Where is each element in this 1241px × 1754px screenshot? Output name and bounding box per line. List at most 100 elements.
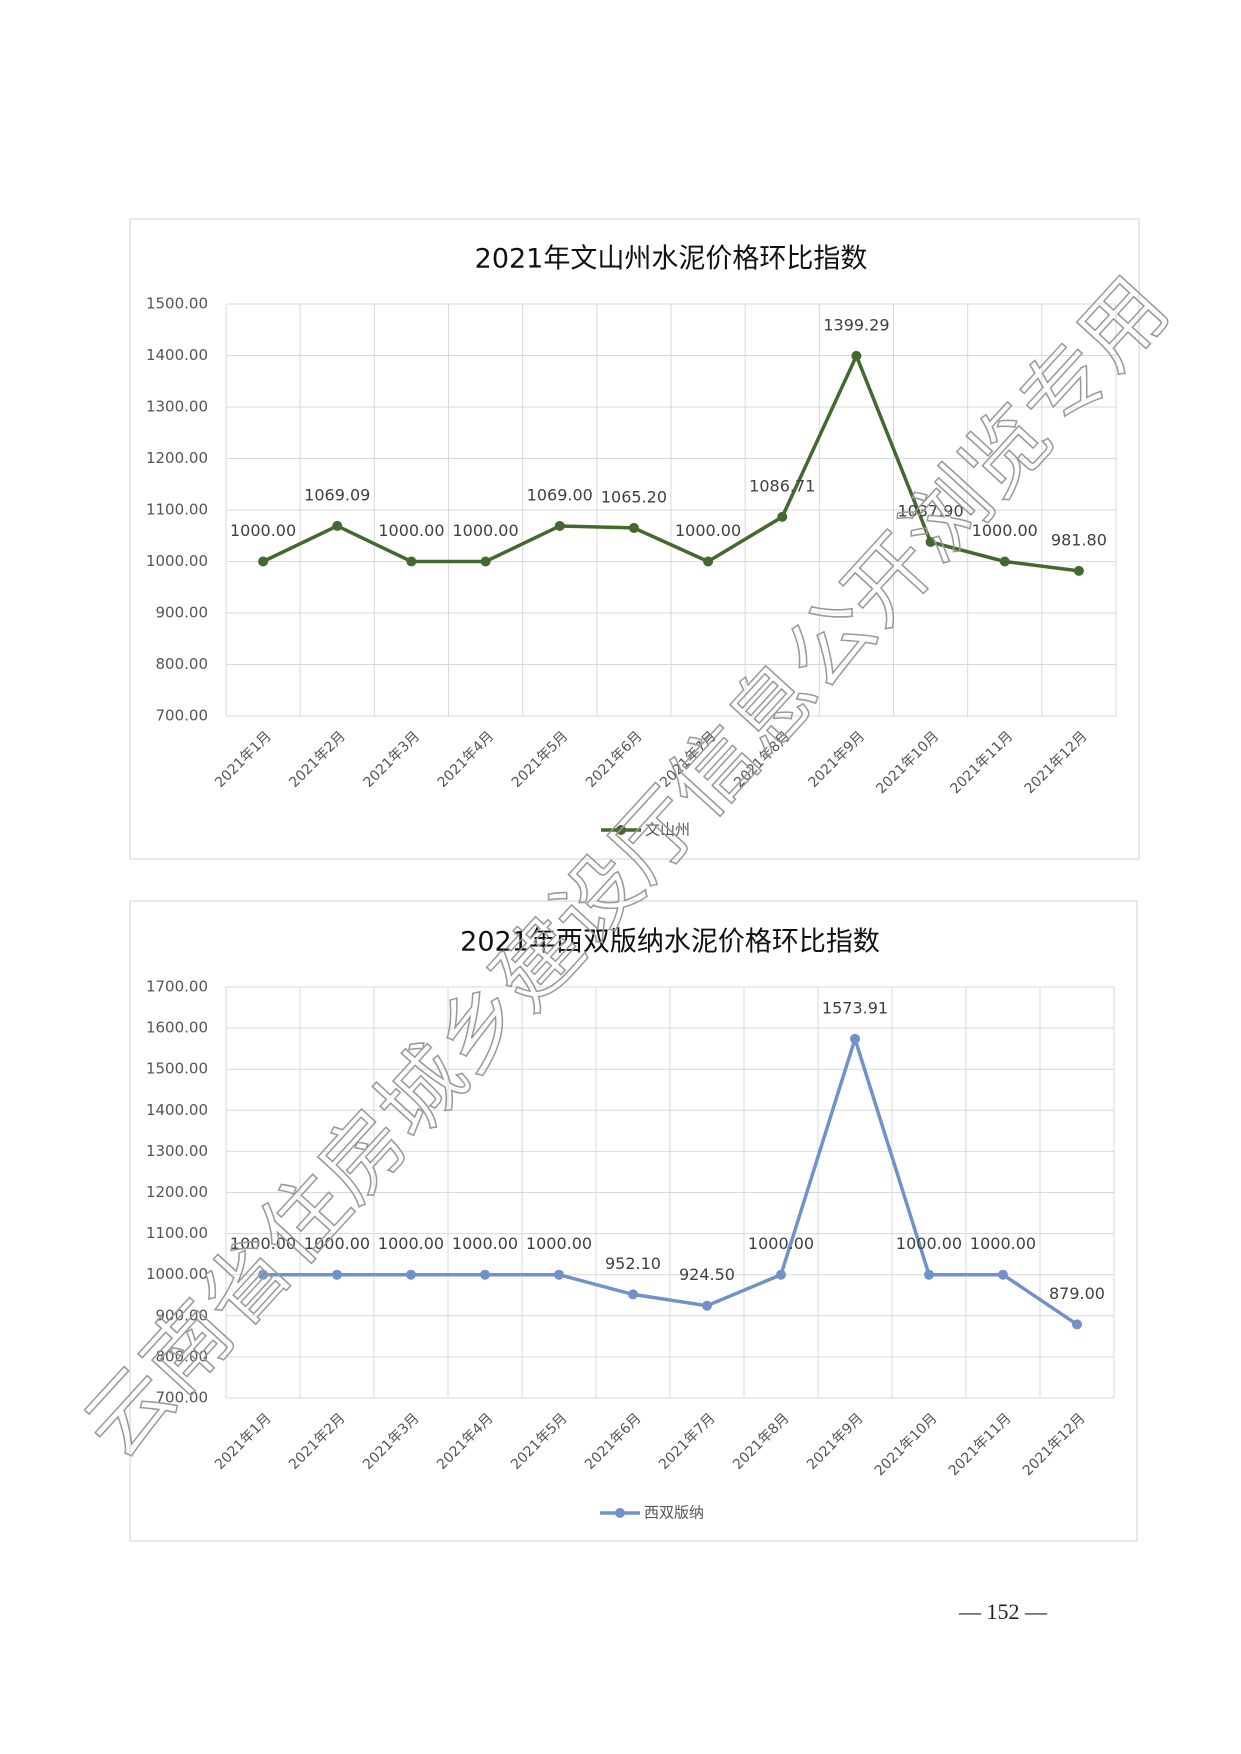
point	[258, 556, 269, 567]
data-label: 1000.00	[378, 521, 444, 540]
data-label: 981.80	[1051, 530, 1107, 549]
x-tick-label: 2021年6月	[583, 728, 646, 791]
point	[258, 1269, 268, 1280]
chart-title: 2021年文山州水泥价格环比指数	[475, 244, 868, 275]
data-label: 1000.00	[526, 1234, 592, 1253]
data-label: 1399.29	[823, 315, 889, 334]
data-label: 1000.00	[304, 1234, 370, 1253]
point	[998, 1269, 1008, 1280]
y-tick-label: 800.00	[156, 1347, 209, 1365]
data-label: 879.00	[1049, 1284, 1105, 1303]
x-tick-label: 2021年7月	[656, 1410, 719, 1473]
chart-frame	[129, 900, 1138, 1542]
y-tick-label: 1500.00	[146, 1060, 208, 1078]
line	[263, 1032, 1078, 1326]
y-tick-label: 1200.00	[146, 1183, 208, 1201]
point	[332, 520, 343, 531]
data-label: 924.50	[679, 1265, 735, 1284]
x-tick-label: 2021年1月	[212, 1410, 275, 1473]
line	[262, 351, 1080, 573]
data-label: 1000.00	[896, 1234, 962, 1253]
y-tick-label: 1500.00	[146, 295, 208, 313]
data-label: 1000.00	[230, 1234, 296, 1253]
x-tick-label: 2021年4月	[435, 728, 498, 791]
x-tick-label: 2021年1月	[212, 728, 275, 791]
y-tick-label: 1600.00	[146, 1019, 208, 1037]
y-tick-label: 900.00	[156, 1306, 209, 1324]
point	[999, 556, 1010, 567]
x-tick-label: 2021年5月	[508, 1410, 571, 1473]
point	[1073, 565, 1084, 576]
data-label: 1069.00	[527, 485, 593, 504]
x-tick-label: 2021年6月	[582, 1410, 645, 1473]
data-label: 1000.00	[972, 521, 1038, 540]
x-tick-label: 2021年12月	[1020, 1410, 1089, 1479]
point	[703, 556, 714, 567]
y-tick-label: 1000.00	[146, 1265, 208, 1283]
data-label: 1000.00	[748, 1234, 814, 1253]
data-label: 1000.00	[452, 521, 518, 540]
x-tick-label: 2021年8月	[730, 1410, 793, 1473]
y-tick-label: 1100.00	[146, 501, 208, 519]
data-label: 1037.90	[897, 501, 963, 520]
y-tick-label: 700.00	[156, 1389, 209, 1407]
y-tick-label: 1100.00	[146, 1224, 208, 1242]
x-tick-label: 2021年10月	[872, 1410, 941, 1479]
point	[851, 350, 862, 361]
data-label: 1000.00	[970, 1234, 1036, 1253]
point	[554, 1269, 564, 1280]
data-label: 1000.00	[675, 521, 741, 540]
point	[406, 556, 417, 567]
point	[924, 1269, 934, 1280]
data-label: 1065.20	[601, 487, 667, 506]
point	[702, 1300, 712, 1311]
data-label: 952.10	[605, 1254, 661, 1273]
y-tick-label: 1000.00	[146, 552, 208, 570]
x-tick-label: 2021年11月	[947, 728, 1016, 797]
point	[777, 511, 788, 522]
point	[406, 1269, 416, 1280]
y-tick-label: 1400.00	[146, 1101, 208, 1119]
x-tick-label: 2021年10月	[873, 728, 942, 797]
x-tick-label: 2021年11月	[946, 1410, 1015, 1479]
y-tick-label: 1400.00	[146, 346, 208, 364]
y-tick-label: 1300.00	[146, 1142, 208, 1160]
point	[480, 556, 491, 567]
chart-title: 2021年西双版纳水泥价格环比指数	[460, 927, 880, 958]
legend-label: 西双版纳	[644, 1504, 704, 1522]
x-tick-label: 2021年5月	[509, 728, 572, 791]
y-tick-label: 900.00	[156, 604, 209, 622]
point	[554, 520, 565, 531]
x-tick-label: 2021年4月	[434, 1410, 497, 1473]
x-tick-label: 2021年9月	[805, 728, 868, 791]
data-label: 1000.00	[452, 1234, 518, 1253]
data-label: 1000.00	[378, 1234, 444, 1253]
legend-marker	[615, 1508, 625, 1518]
legend-marker	[616, 825, 626, 835]
y-tick-label: 700.00	[156, 707, 209, 725]
chart-frame	[129, 218, 1140, 860]
x-tick-label: 2021年3月	[360, 1410, 423, 1473]
point	[850, 1033, 860, 1044]
y-tick-label: 800.00	[156, 655, 209, 673]
x-tick-label: 2021年2月	[286, 728, 349, 791]
x-tick-label: 2021年3月	[360, 728, 423, 791]
data-label: 1000.00	[230, 521, 296, 540]
y-tick-label: 1200.00	[146, 449, 208, 467]
data-label: 1069.09	[304, 485, 370, 504]
point	[628, 1289, 638, 1300]
point	[480, 1269, 490, 1280]
y-tick-label: 1300.00	[146, 398, 208, 416]
y-tick-label: 1700.00	[146, 978, 208, 996]
point	[332, 1269, 342, 1280]
point	[925, 536, 936, 547]
x-tick-label: 2021年2月	[286, 1410, 349, 1473]
data-label: 1086.71	[749, 476, 815, 495]
data-label: 1573.91	[822, 998, 888, 1017]
page-number: — 152 —	[958, 1599, 1048, 1624]
legend-label: 文山州	[645, 821, 690, 839]
x-tick-label: 2021年9月	[804, 1410, 867, 1473]
point	[1072, 1319, 1082, 1330]
point	[628, 522, 639, 533]
